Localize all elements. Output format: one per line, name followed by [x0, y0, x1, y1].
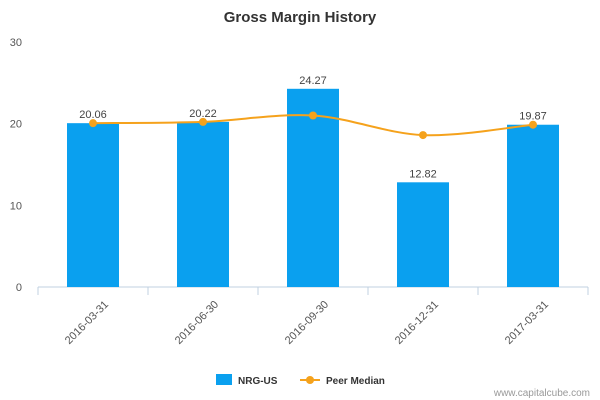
chart-title: Gross Margin History [224, 9, 377, 26]
y-axis-ticks: 0 10 20 30 [10, 37, 22, 294]
y-tick-label: 0 [16, 282, 22, 294]
peer-median-point [309, 111, 317, 120]
x-tick-label: 2016-06-30 [173, 299, 221, 347]
legend-swatch-nrg [216, 374, 232, 385]
y-tick-label: 30 [10, 37, 22, 49]
peer-median-point [199, 117, 207, 126]
data-label: 20.06 [79, 109, 107, 121]
credit-text: www.capitalcube.com [493, 388, 590, 399]
legend: NRG-US Peer Median [216, 374, 385, 387]
legend-label-peer: Peer Median [326, 376, 385, 387]
data-label: 12.82 [409, 168, 437, 180]
x-tick-label: 2016-12-31 [393, 299, 441, 347]
legend-label-nrg: NRG-US [238, 376, 278, 387]
peer-median-point [89, 119, 97, 128]
bar [507, 124, 559, 287]
bar [67, 123, 119, 287]
x-tick-marks [37, 287, 589, 295]
x-tick-label: 2016-03-31 [63, 299, 111, 347]
data-label: 19.87 [519, 111, 547, 123]
x-tick-label: 2016-09-30 [283, 299, 331, 347]
peer-median-point [529, 120, 537, 129]
data-label: 24.27 [299, 75, 327, 87]
y-tick-label: 10 [10, 200, 22, 212]
y-tick-label: 20 [10, 119, 22, 131]
bars-layer [67, 88, 559, 288]
x-tick-labels-layer: 2016-03-31 2016-06-30 2016-09-30 2016-12-31… [63, 299, 551, 347]
peer-median-layer [89, 111, 537, 140]
legend-marker-peer [306, 376, 314, 384]
peer-median-point [419, 131, 427, 140]
data-labels-layer: 20.06 20.22 24.27 12.82 19.87 [79, 75, 547, 181]
bar [397, 182, 449, 287]
data-label: 20.22 [189, 108, 217, 120]
x-tick-label: 2017-03-31 [503, 299, 551, 347]
bar [287, 88, 339, 287]
bar [177, 121, 229, 288]
